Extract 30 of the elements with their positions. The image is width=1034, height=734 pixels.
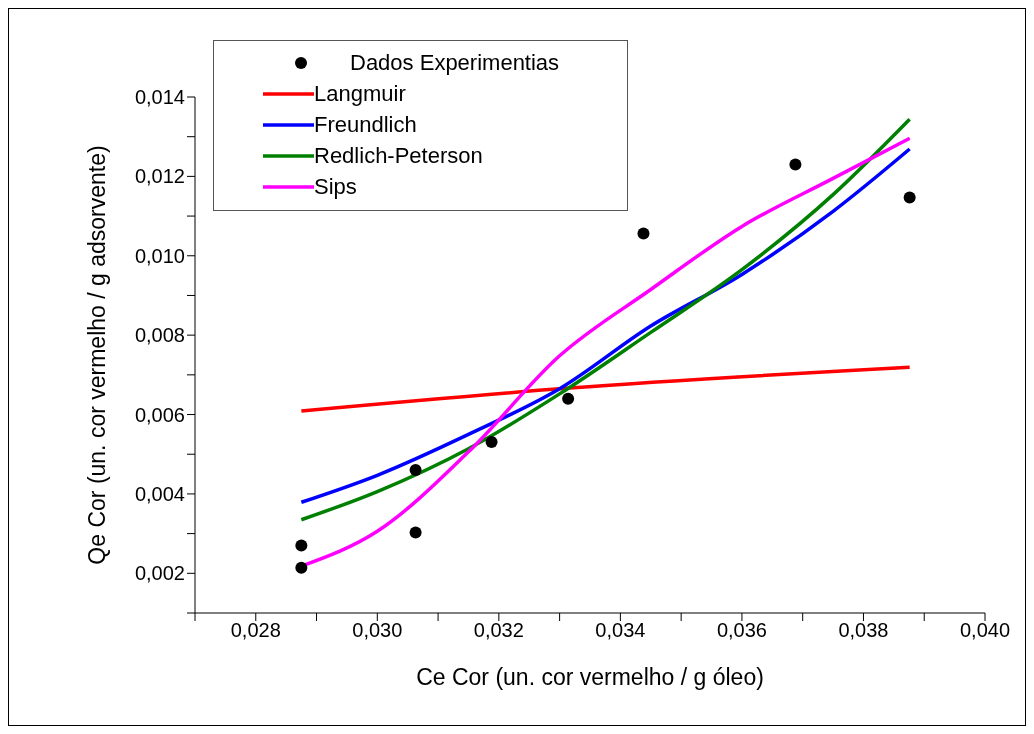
y-tick-label: 0,004 [134,483,185,506]
point [409,526,422,539]
x-tick-label: 0,038 [838,619,889,642]
point [789,158,802,171]
legend-label: Sips [314,173,357,200]
legend-label: Redlich-Peterson [314,142,483,169]
y-tick-label: 0,002 [134,562,185,585]
point [485,435,498,448]
y-tick-label: 0,006 [134,403,185,426]
legend-label: Dados Experimentias [350,49,560,76]
x-axis-title: Ce Cor (un. cor vermelho / g óleo) [416,664,764,690]
point [295,539,308,552]
x-tick-label: 0,034 [595,619,646,642]
y-tick-label: 0,014 [134,86,185,109]
y-tick-label: 0,012 [134,165,185,188]
legend-label: Freundlich [314,111,417,138]
point [903,191,916,204]
y-tick-label: 0,008 [134,324,185,347]
point [295,561,308,574]
x-tick-label: 0,032 [473,619,524,642]
point [637,227,650,240]
y-axis-title: Qe Cor (un. cor vermelho / g adsorvente) [84,145,111,565]
x-tick-label: 0,040 [959,619,1011,642]
y-tick-label: 0,010 [134,244,185,267]
x-tick-label: 0,036 [716,619,767,642]
x-tick-label: 0,030 [352,619,403,642]
legend-label: Langmuir [314,80,406,107]
point [562,392,575,405]
point [409,464,422,477]
x-tick-label: 0,028 [230,619,281,642]
